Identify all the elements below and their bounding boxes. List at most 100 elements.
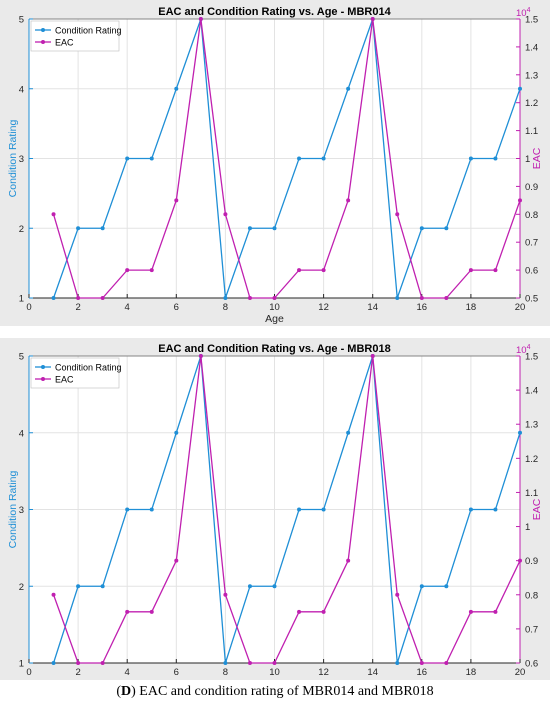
caption-label: D [120, 684, 132, 699]
data-point-eac [149, 609, 154, 614]
data-point-eac [444, 296, 449, 300]
right-tick-label: 0.6 [525, 266, 538, 277]
data-point-condition-rating [125, 156, 130, 161]
right-tick-label: 1 [525, 522, 530, 533]
data-point-condition-rating [346, 430, 351, 435]
left-tick-label: 1 [19, 659, 24, 670]
x-tick-label: 4 [125, 667, 130, 678]
legend-swatch-marker [41, 365, 45, 369]
data-point-eac [247, 661, 252, 665]
data-point-eac [444, 661, 449, 665]
legend-swatch-marker [41, 377, 45, 381]
data-point-eac [272, 661, 277, 665]
data-point-condition-rating [518, 86, 522, 91]
x-tick-label: 8 [223, 302, 228, 313]
series-line-eac [52, 18, 521, 299]
x-tick-label: 10 [269, 302, 280, 313]
data-point-eac [321, 609, 326, 614]
legend-swatch-marker [41, 40, 45, 44]
data-point-condition-rating [444, 584, 449, 589]
data-point-condition-rating [76, 226, 81, 231]
data-point-condition-rating [149, 156, 154, 161]
data-point-condition-rating [125, 507, 130, 512]
data-point-eac [518, 558, 522, 563]
right-tick-label: 0.5 [525, 294, 538, 305]
caption-text: EAC and condition rating of MBR014 and M… [135, 684, 434, 699]
data-point-eac [370, 17, 375, 21]
x-tick-label: 4 [125, 302, 130, 313]
x-tick-label: 10 [269, 667, 280, 678]
data-point-eac [51, 592, 56, 597]
x-axis-label: Age [265, 678, 284, 680]
data-point-condition-rating [272, 584, 277, 589]
x-tick-label: 18 [466, 302, 477, 313]
legend-entry: EAC [55, 38, 74, 48]
data-point-eac [468, 268, 473, 273]
right-tick-label: 1.4 [525, 386, 538, 397]
data-point-condition-rating [419, 226, 424, 231]
data-point-eac [247, 296, 252, 300]
right-axis-exponent: 4 [527, 344, 531, 351]
x-tick-label: 18 [466, 667, 477, 678]
data-point-condition-rating [395, 661, 400, 665]
right-tick-label: 0.7 [525, 238, 538, 249]
legend-entry: Condition Rating [55, 363, 122, 373]
series-line-condition-rating [52, 18, 521, 299]
data-point-eac [395, 212, 400, 217]
data-point-condition-rating [297, 507, 302, 512]
x-tick-label: 16 [417, 667, 428, 678]
data-point-eac [174, 558, 179, 563]
data-point-eac [198, 354, 203, 358]
x-tick-label: 2 [75, 302, 80, 313]
data-point-condition-rating [223, 296, 228, 300]
left-axis-label: Condition Rating [7, 120, 19, 198]
data-point-condition-rating [468, 507, 473, 512]
data-point-condition-rating [346, 86, 351, 91]
left-tick-label: 3 [19, 505, 24, 516]
data-point-condition-rating [297, 156, 302, 161]
data-point-eac [76, 296, 81, 300]
right-tick-label: 1.2 [525, 98, 538, 109]
right-tick-label: 0.9 [525, 556, 538, 567]
right-tick-label: 0.8 [525, 210, 538, 221]
left-tick-label: 3 [19, 154, 24, 165]
left-tick-label: 2 [19, 582, 24, 593]
chart-mbr014: 0 2 4 6 8 10 12 14 16 18 20123450.50.60.70.80.911.… [7, 6, 543, 325]
right-tick-label: 1.5 [525, 15, 538, 26]
data-point-condition-rating [174, 86, 179, 91]
x-tick-label: 14 [367, 667, 378, 678]
data-point-condition-rating [247, 226, 252, 231]
data-point-eac [76, 661, 81, 665]
chart-title: EAC and Condition Rating vs. Age - MBR01… [158, 343, 390, 355]
data-point-eac [493, 268, 498, 273]
legend-box [30, 20, 120, 52]
right-tick-label: 1.4 [525, 42, 538, 53]
data-point-condition-rating [223, 661, 228, 665]
legend-swatch-marker [41, 28, 45, 32]
legend-box [30, 357, 120, 389]
data-point-eac [198, 17, 203, 21]
data-point-condition-rating [468, 156, 473, 161]
legend-entry: EAC [55, 375, 74, 385]
data-point-eac [468, 609, 473, 614]
data-point-condition-rating [76, 584, 81, 589]
data-point-eac [419, 296, 424, 300]
data-point-eac [125, 609, 130, 614]
data-point-condition-rating [444, 226, 449, 231]
data-point-eac [51, 212, 56, 217]
x-tick-label: 14 [367, 302, 378, 313]
chart-panel-mbr018: 0 2 4 6 8 10 12 14 16 18 20 1 2 3 4 5 0.6 0.7 0.8 0.9 1 1.1 1.… [0, 338, 550, 680]
x-tick-label: 8 [223, 667, 228, 678]
data-point-condition-rating [321, 156, 326, 161]
data-point-eac [395, 592, 400, 597]
x-tick-label: 20 [515, 302, 526, 313]
x-tick-label: 0 [26, 667, 31, 678]
data-point-condition-rating [174, 430, 179, 435]
data-point-eac [518, 198, 522, 203]
chart-title: EAC and Condition Rating vs. Age - MBR01… [158, 6, 391, 18]
right-tick-label: 0.8 [525, 590, 538, 601]
right-tick-label: 1.1 [525, 488, 538, 499]
x-tick-label: 6 [174, 667, 179, 678]
data-point-condition-rating [321, 507, 326, 512]
left-tick-label: 1 [19, 294, 24, 305]
